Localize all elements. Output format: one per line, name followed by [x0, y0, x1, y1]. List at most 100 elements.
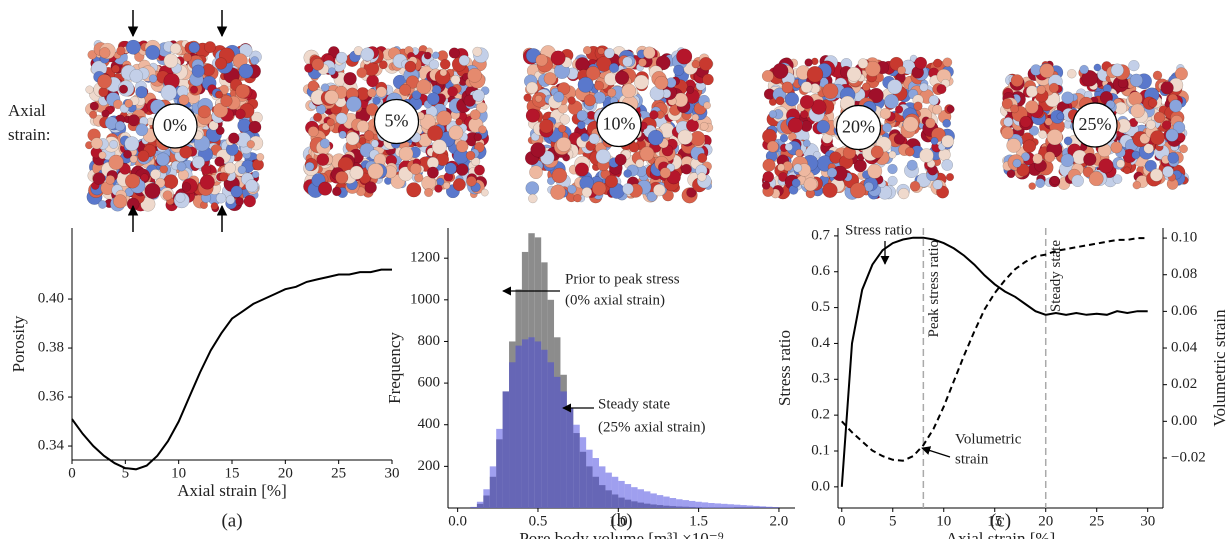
particle [332, 186, 342, 197]
particle [603, 47, 615, 59]
particle [1128, 91, 1143, 106]
x-tick-label: 20 [278, 465, 293, 481]
particle [163, 174, 179, 190]
particle [1038, 130, 1048, 139]
particle [576, 109, 588, 122]
histogram-bar [688, 500, 696, 508]
particle [1162, 165, 1174, 178]
particle [424, 187, 434, 198]
particle [123, 149, 132, 159]
particle [328, 46, 340, 58]
particle [659, 167, 671, 179]
histogram-bar [605, 472, 612, 508]
packing: 20% [761, 54, 955, 200]
histogram-bar [682, 500, 689, 508]
particle [787, 117, 804, 133]
particle [1067, 68, 1077, 79]
particle [804, 58, 813, 67]
particle [114, 120, 126, 132]
particle [372, 96, 381, 105]
particle [699, 121, 709, 131]
particle [225, 195, 236, 205]
histogram-bar [676, 499, 683, 508]
particle [452, 178, 466, 192]
particle [551, 167, 568, 184]
particle [1150, 130, 1165, 146]
particle [523, 93, 532, 102]
particle [399, 83, 412, 96]
particle [363, 130, 375, 141]
particle [813, 151, 821, 159]
particle [378, 60, 388, 70]
particle [822, 182, 838, 198]
annotation: Prior to peak stress [565, 271, 680, 287]
particle [105, 174, 116, 185]
histogram-bar [759, 506, 767, 508]
particle [906, 159, 918, 171]
particle [591, 181, 607, 196]
particle [573, 194, 582, 203]
particle [905, 146, 915, 157]
particle [525, 108, 540, 123]
particle [439, 58, 451, 70]
particle [768, 110, 777, 119]
x-tick-label: 25 [331, 465, 346, 481]
particle [577, 76, 594, 93]
particle [942, 119, 952, 128]
particle [1128, 59, 1140, 72]
particle [458, 54, 470, 66]
y2-tick-label: −0.02 [1171, 449, 1206, 465]
particle [654, 75, 669, 90]
particle [1131, 150, 1141, 160]
particle [581, 187, 593, 198]
particle [894, 105, 904, 114]
particle [543, 72, 557, 86]
particle [676, 48, 693, 65]
particle [919, 82, 929, 92]
particle [567, 184, 577, 194]
particle [1036, 85, 1046, 95]
histogram-bar [509, 362, 516, 508]
particle [305, 161, 315, 172]
particle [307, 126, 319, 138]
histogram-bar [631, 487, 638, 508]
particle [697, 153, 708, 163]
y-tick-label: 0.5 [811, 299, 830, 315]
particle [795, 148, 804, 158]
histogram-bar [766, 506, 773, 508]
particle [137, 150, 150, 162]
particle [597, 47, 605, 55]
particle [539, 118, 554, 134]
particle [1110, 63, 1124, 77]
strain-caption: strain: [8, 125, 51, 144]
particle [159, 165, 169, 174]
y-axis-title: Stress ratio [775, 330, 794, 406]
particle [335, 112, 348, 125]
histogram-bar [521, 339, 529, 508]
particle [887, 79, 903, 95]
particle [316, 153, 330, 166]
particle [1098, 158, 1114, 174]
particle [364, 181, 377, 194]
particle [188, 41, 200, 54]
particle [204, 41, 216, 54]
histogram-bar [573, 424, 580, 508]
particle [775, 96, 785, 106]
histogram-bar [534, 341, 542, 508]
particle [861, 82, 871, 92]
particle [816, 119, 830, 134]
particle [574, 162, 589, 177]
particle [1160, 81, 1174, 95]
particle [246, 140, 255, 149]
particle [1025, 100, 1039, 114]
particle [251, 170, 260, 179]
particle [802, 139, 811, 148]
y-tick-label: 1000 [410, 291, 440, 307]
particle [1083, 152, 1097, 167]
particle [436, 110, 452, 126]
particle [528, 193, 538, 204]
particle [585, 65, 601, 81]
particle [595, 148, 611, 165]
particle [432, 51, 440, 60]
packing: 0% [85, 39, 265, 213]
